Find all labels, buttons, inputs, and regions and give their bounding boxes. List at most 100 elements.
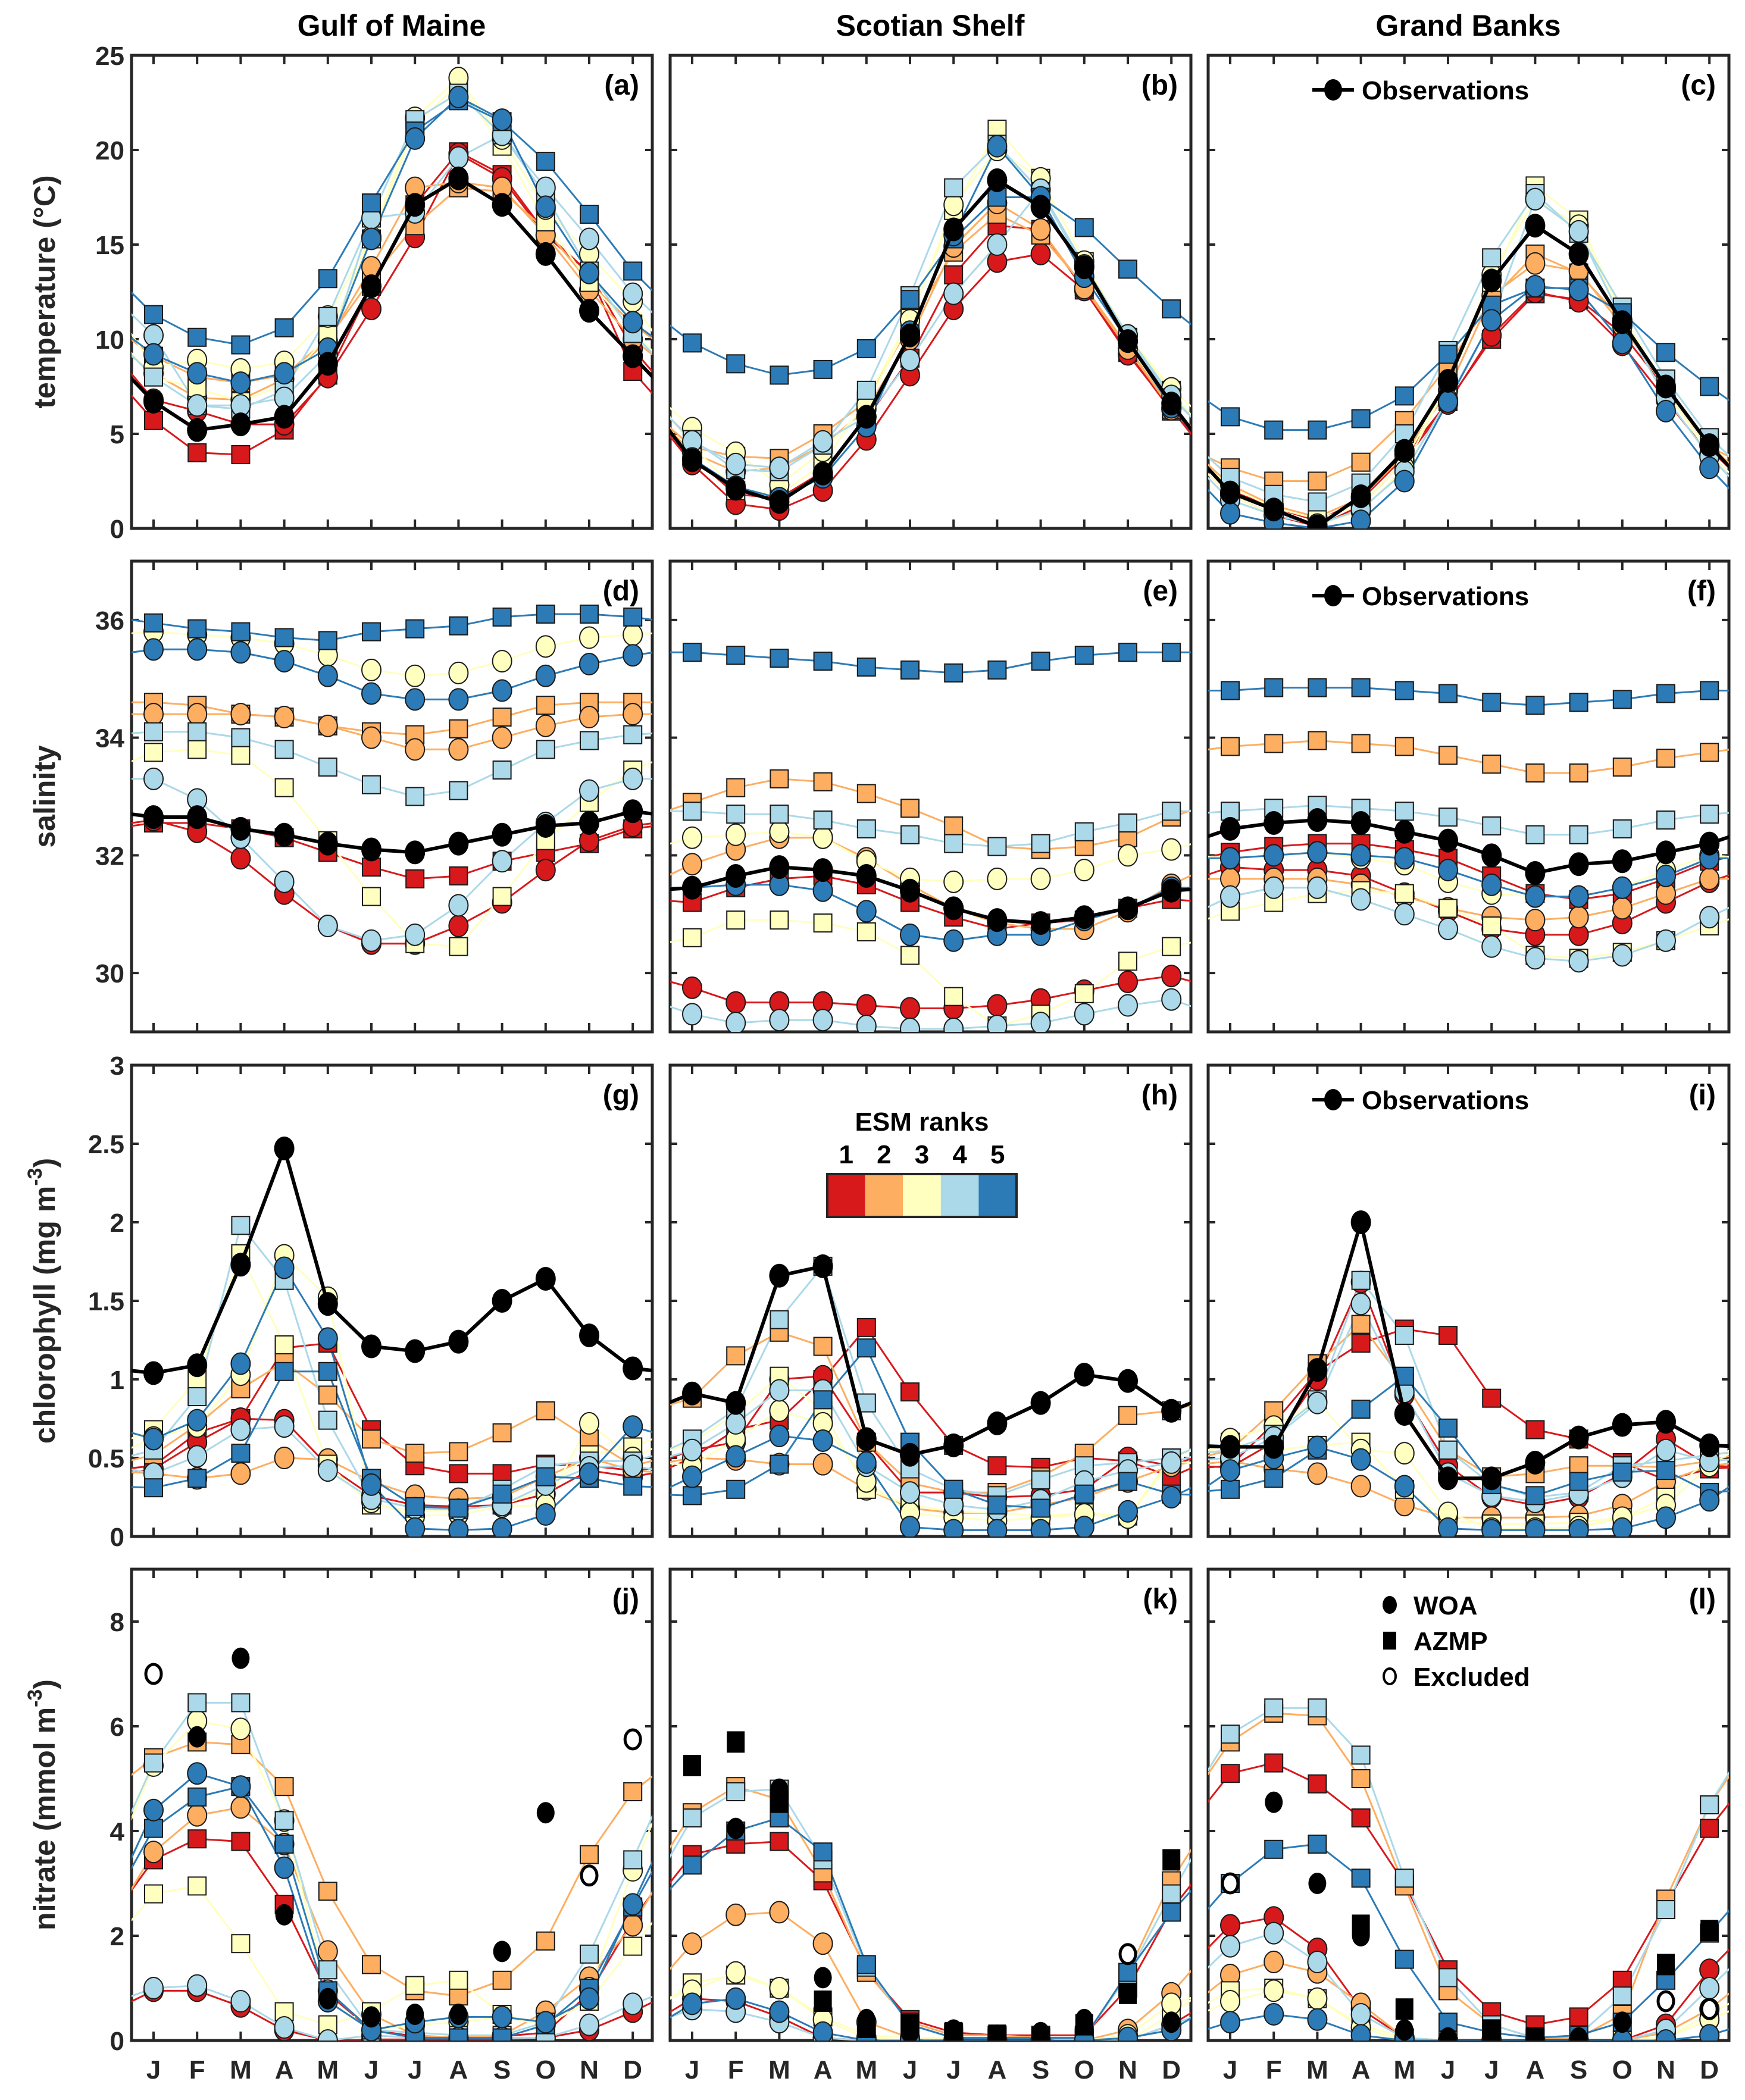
marker-rank1-square <box>144 411 163 430</box>
marker-rank5-circle <box>943 929 964 952</box>
x-tick-label: S <box>1570 2055 1587 2085</box>
column-titles: Gulf of Maine Scotian Shelf Grand Banks <box>298 9 1561 42</box>
x-tick-label: A <box>449 2055 468 2085</box>
marker-rank5-circle <box>987 1519 1008 1536</box>
marker-rank4-circle <box>1350 888 1371 911</box>
marker-rank4-circle <box>987 1015 1008 1032</box>
marker-rank5-square <box>274 1835 294 1854</box>
observation-marker <box>1220 1435 1240 1459</box>
marker-rank4-square <box>231 1216 251 1235</box>
observation-marker <box>1161 392 1182 416</box>
marker-rank3-circle <box>682 826 702 849</box>
marker-rank2-square <box>536 1401 555 1420</box>
observation-marker <box>448 166 469 190</box>
observation-marker <box>1438 828 1458 853</box>
marker-rank5-square <box>1118 1472 1137 1491</box>
axes-frame <box>1206 54 1731 530</box>
marker-rank5-square <box>187 327 207 347</box>
marker-rank5-square <box>1612 1462 1632 1482</box>
marker-rank1-square <box>231 1832 251 1851</box>
marker-rank5-circle <box>1118 1500 1138 1523</box>
marker-rank5-circle <box>230 1352 251 1375</box>
marker-rank1-circle <box>1118 970 1138 993</box>
marker-rank2-circle <box>317 714 338 737</box>
esm-rank-swatch <box>903 1174 941 1217</box>
marker-rank3-square <box>449 937 468 956</box>
marker-rank5-circle <box>1699 2024 1720 2040</box>
marker-rank5-circle <box>623 311 643 334</box>
observation-marker <box>900 323 920 348</box>
woa-marker <box>362 2006 380 2028</box>
x-tick-label: F <box>189 2055 205 2085</box>
y-tick-label: 2 <box>110 1209 124 1238</box>
marker-rank5-circle <box>1350 509 1371 528</box>
marker-rank5-circle <box>987 134 1008 158</box>
marker-rank4-square <box>770 805 789 824</box>
marker-rank4-circle <box>987 233 1008 256</box>
observation-marker <box>1264 497 1284 522</box>
marker-rank5-square <box>536 152 555 171</box>
marker-rank3-square <box>144 1884 163 1904</box>
marker-rank1-circle <box>1220 1914 1240 1937</box>
marker-rank2-square <box>1308 731 1327 750</box>
marker-rank4-square <box>1308 1698 1327 1718</box>
marker-rank5-circle <box>1307 841 1328 864</box>
marker-rank4-circle <box>1264 876 1284 899</box>
observation-marker <box>1307 1358 1328 1382</box>
marker-rank5-square <box>813 652 833 671</box>
marker-rank5-circle <box>725 1445 746 1468</box>
nitrate-legend-label: WOA <box>1413 1591 1478 1620</box>
marker-rank5-circle <box>361 1473 381 1496</box>
marker-rank1-square <box>405 869 425 888</box>
observation-marker <box>987 908 1008 932</box>
legend-label: Observations <box>1362 76 1529 105</box>
marker-rank5-circle <box>361 227 381 251</box>
marker-rank4-circle <box>579 779 599 802</box>
marker-rank5-circle <box>1568 278 1589 302</box>
marker-rank4-circle <box>405 923 426 946</box>
esm-rank-label: 3 <box>915 1140 929 1169</box>
observation-marker <box>1350 1210 1371 1234</box>
marker-rank4-circle <box>274 2016 295 2039</box>
marker-rank4-circle <box>1481 935 1502 958</box>
marker-rank2-circle <box>1525 252 1546 275</box>
plot-area <box>670 1731 1191 2040</box>
marker-rank4-square <box>726 1782 746 1801</box>
y-axis-label: salinity <box>28 745 61 847</box>
marker-rank5-square <box>1700 377 1719 396</box>
marker-rank4-square <box>580 1944 599 1964</box>
marker-rank5-square <box>1482 693 1502 712</box>
marker-rank3-square <box>187 1876 207 1896</box>
observation-marker <box>1525 861 1546 885</box>
plot-area <box>1208 1210 1729 1536</box>
observation-marker <box>943 896 964 921</box>
marker-rank5-square <box>1162 299 1181 319</box>
marker-rank4-square <box>813 810 833 830</box>
marker-rank4-square <box>1482 816 1502 835</box>
observation-marker <box>623 799 643 824</box>
marker-rank5-square <box>1264 1469 1284 1488</box>
marker-rank4-square <box>623 1850 643 1870</box>
marker-rank4-circle <box>769 1009 790 1032</box>
marker-rank4-circle <box>1568 220 1589 243</box>
marker-rank5-square <box>683 643 702 662</box>
marker-rank5-square <box>813 359 833 379</box>
x-tick-label: O <box>536 2055 556 2085</box>
marker-rank4-square <box>144 722 163 741</box>
marker-rank2-square <box>1308 471 1327 491</box>
marker-rank5-square <box>900 290 920 309</box>
marker-rank4-square <box>449 781 468 800</box>
observation-marker <box>1525 214 1546 238</box>
observation-marker <box>317 1292 338 1316</box>
marker-rank5-circle <box>405 1517 426 1536</box>
marker-rank5-square <box>492 1484 512 1504</box>
marker-rank1-circle <box>230 847 251 870</box>
observation-marker <box>1030 1391 1051 1415</box>
marker-rank2-square <box>1221 737 1240 756</box>
marker-rank5-circle <box>579 1462 599 1485</box>
marker-rank5-circle <box>1525 1519 1546 1536</box>
marker-rank5-square <box>1074 218 1094 237</box>
panel-g: 0 0.5 1 1.5 2 2.5 3 chlorophyll (mg m-3) (g) <box>24 1051 654 1552</box>
observation-marker <box>1394 1402 1415 1426</box>
